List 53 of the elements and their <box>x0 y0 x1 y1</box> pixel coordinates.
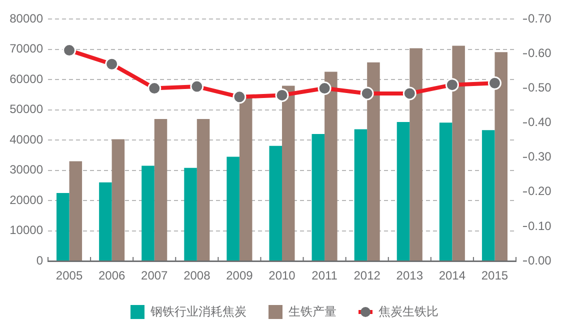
bar <box>312 134 325 260</box>
x-tick-label: 2015 <box>481 268 508 283</box>
bar <box>367 62 380 260</box>
y-tick-label: 20000 <box>10 192 44 207</box>
bar <box>410 48 422 260</box>
x-tick-label: 2011 <box>312 268 338 283</box>
bar <box>184 168 197 260</box>
bar <box>196 118 210 260</box>
y2-tick-label: 0.70 <box>528 12 552 26</box>
bar <box>439 122 452 260</box>
y2-tick-label: 0.30 <box>528 150 552 164</box>
bar <box>269 146 282 260</box>
bar <box>482 130 495 260</box>
y2-tick-label: 0.40 <box>528 115 552 130</box>
bar <box>142 166 154 260</box>
bar <box>69 161 82 260</box>
bar <box>154 118 168 260</box>
bar <box>112 139 125 260</box>
bar <box>282 86 295 260</box>
y2-tick-label: 0.10 <box>528 218 552 233</box>
legend-label: 钢铁行业消耗焦炭 <box>150 304 246 318</box>
y-tick-label: 60000 <box>10 72 44 86</box>
y-tick-label: 0 <box>36 253 44 268</box>
y-tick-label: 30000 <box>10 162 44 177</box>
y-tick-label: 50000 <box>10 102 44 116</box>
y2-tick-label: 0.60 <box>528 46 552 60</box>
legend-label: 生铁产量 <box>288 304 336 318</box>
bar <box>396 122 410 260</box>
bar <box>56 192 70 260</box>
y-tick-label: 70000 <box>10 42 44 56</box>
bar <box>354 129 368 260</box>
y-tick-label: 10000 <box>10 223 44 238</box>
bar <box>452 46 465 260</box>
x-tick-label: 2014 <box>438 268 466 283</box>
x-tick-label: 2007 <box>141 268 168 283</box>
x-tick-label: 2010 <box>268 268 296 283</box>
x-tick-label: 2012 <box>354 268 381 283</box>
legend-label: 焦炭生铁比 <box>378 304 438 318</box>
bar <box>239 96 252 260</box>
bar <box>99 182 112 260</box>
y-tick-label: 80000 <box>10 12 44 26</box>
y-tick-label: 40000 <box>10 132 44 146</box>
bar <box>226 156 240 260</box>
y2-tick-label: 0.00 <box>528 253 552 268</box>
x-tick-label: 2013 <box>396 268 424 283</box>
x-tick-label: 2009 <box>226 268 254 283</box>
y2-tick-label: 0.20 <box>528 184 552 198</box>
x-tick-label: 2006 <box>98 268 126 283</box>
x-tick-label: 2008 <box>184 268 211 283</box>
bar <box>494 52 508 260</box>
y2-tick-label: 0.50 <box>528 80 552 95</box>
bar <box>324 72 338 260</box>
x-tick-label: 2005 <box>56 268 83 283</box>
